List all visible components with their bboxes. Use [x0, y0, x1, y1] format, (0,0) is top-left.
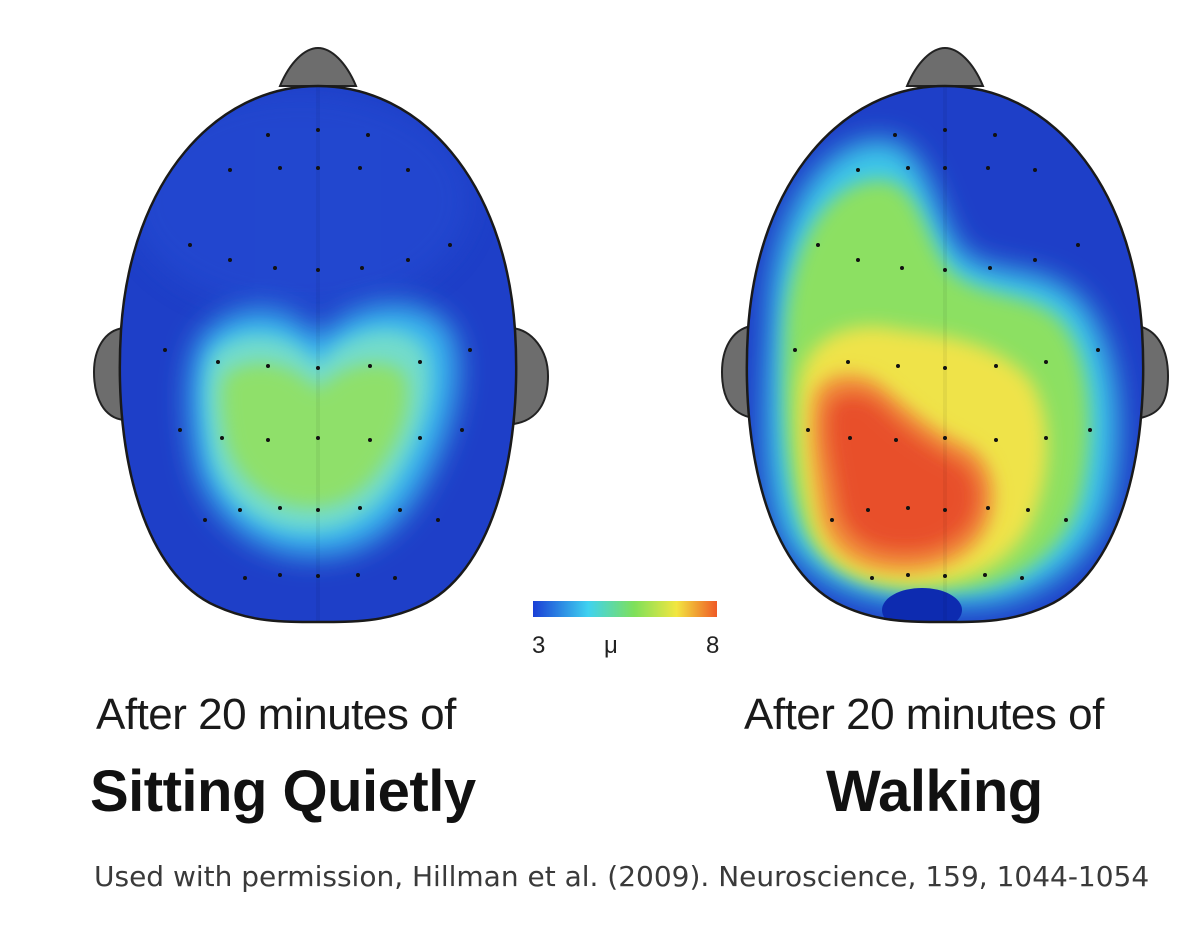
head-map-walking: [720, 46, 1170, 624]
nose-shape: [905, 46, 985, 87]
electrode-dots: [163, 128, 472, 580]
color-scale-max-label: 8: [706, 632, 720, 659]
color-scale-min-label: 3: [532, 632, 546, 659]
walking-caption-line1: After 20 minutes of: [744, 690, 1104, 739]
citation-text: Used with permission, Hillman et al. (20…: [94, 860, 1150, 893]
left-ear-shape: [720, 324, 755, 420]
color-scale-unit-label: μ: [604, 632, 618, 659]
right-ear-shape: [1136, 324, 1170, 420]
electrode-dots: [793, 128, 1100, 580]
sitting-caption-line1: After 20 minutes of: [96, 690, 456, 739]
color-scale-bar: [533, 601, 717, 617]
head-map-sitting: [92, 46, 550, 624]
left-ear-shape: [92, 326, 125, 422]
walking-caption-title: Walking: [826, 759, 1043, 824]
head-outline: [118, 84, 518, 624]
nose-shape: [278, 46, 358, 87]
head-outline: [745, 84, 1145, 624]
right-ear-shape: [510, 326, 550, 426]
sitting-caption-title: Sitting Quietly: [90, 759, 476, 824]
